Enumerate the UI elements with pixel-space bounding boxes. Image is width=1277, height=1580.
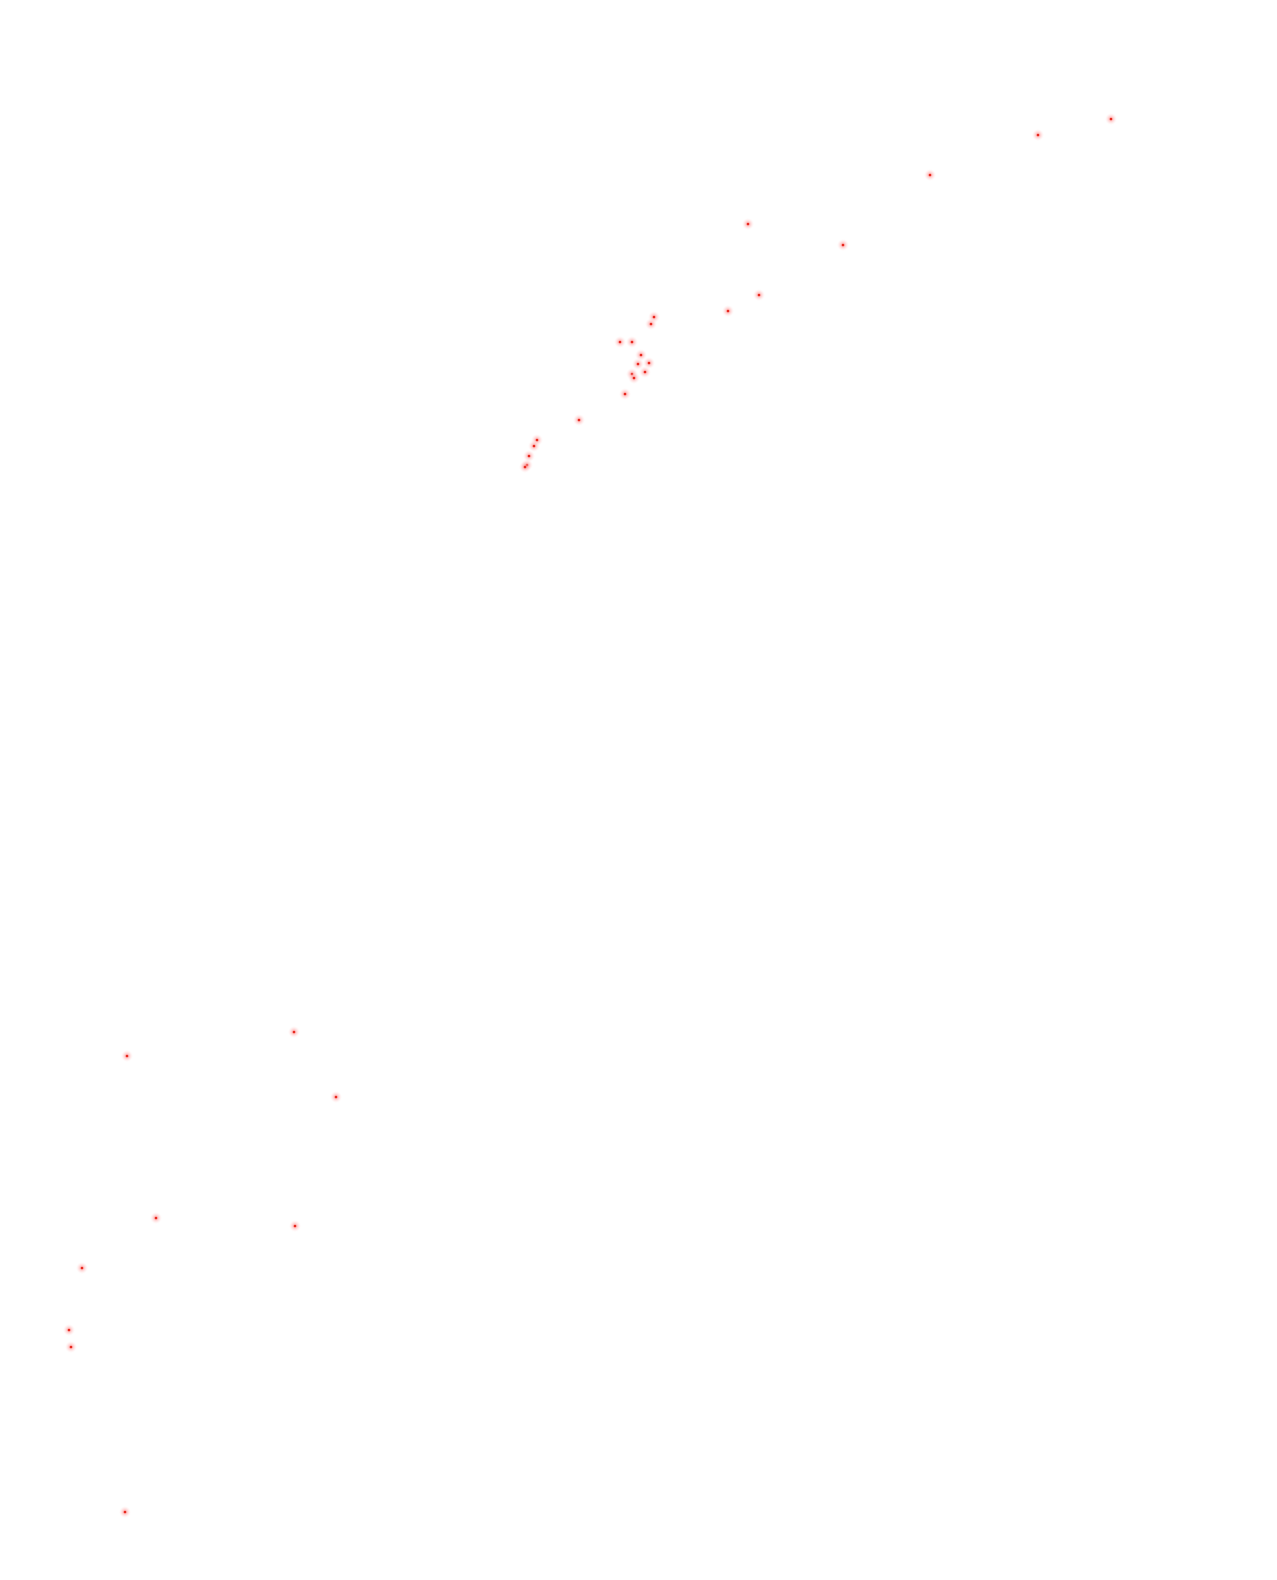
point — [742, 218, 754, 230]
point — [119, 1506, 131, 1518]
point — [645, 318, 657, 330]
point — [626, 336, 638, 348]
point — [519, 461, 531, 473]
point — [753, 289, 765, 301]
point — [288, 1026, 300, 1038]
point — [614, 336, 626, 348]
point — [837, 239, 849, 251]
point — [924, 169, 936, 181]
point — [1032, 129, 1044, 141]
point — [1105, 113, 1117, 125]
point — [289, 1220, 301, 1232]
points — [63, 113, 1117, 1518]
point — [76, 1262, 88, 1274]
point — [722, 305, 734, 317]
point — [619, 388, 631, 400]
point — [150, 1212, 162, 1224]
point — [628, 372, 640, 384]
point — [65, 1341, 77, 1353]
point — [63, 1324, 75, 1336]
point — [573, 414, 585, 426]
point — [639, 366, 651, 378]
point — [121, 1050, 133, 1062]
point — [330, 1091, 342, 1103]
